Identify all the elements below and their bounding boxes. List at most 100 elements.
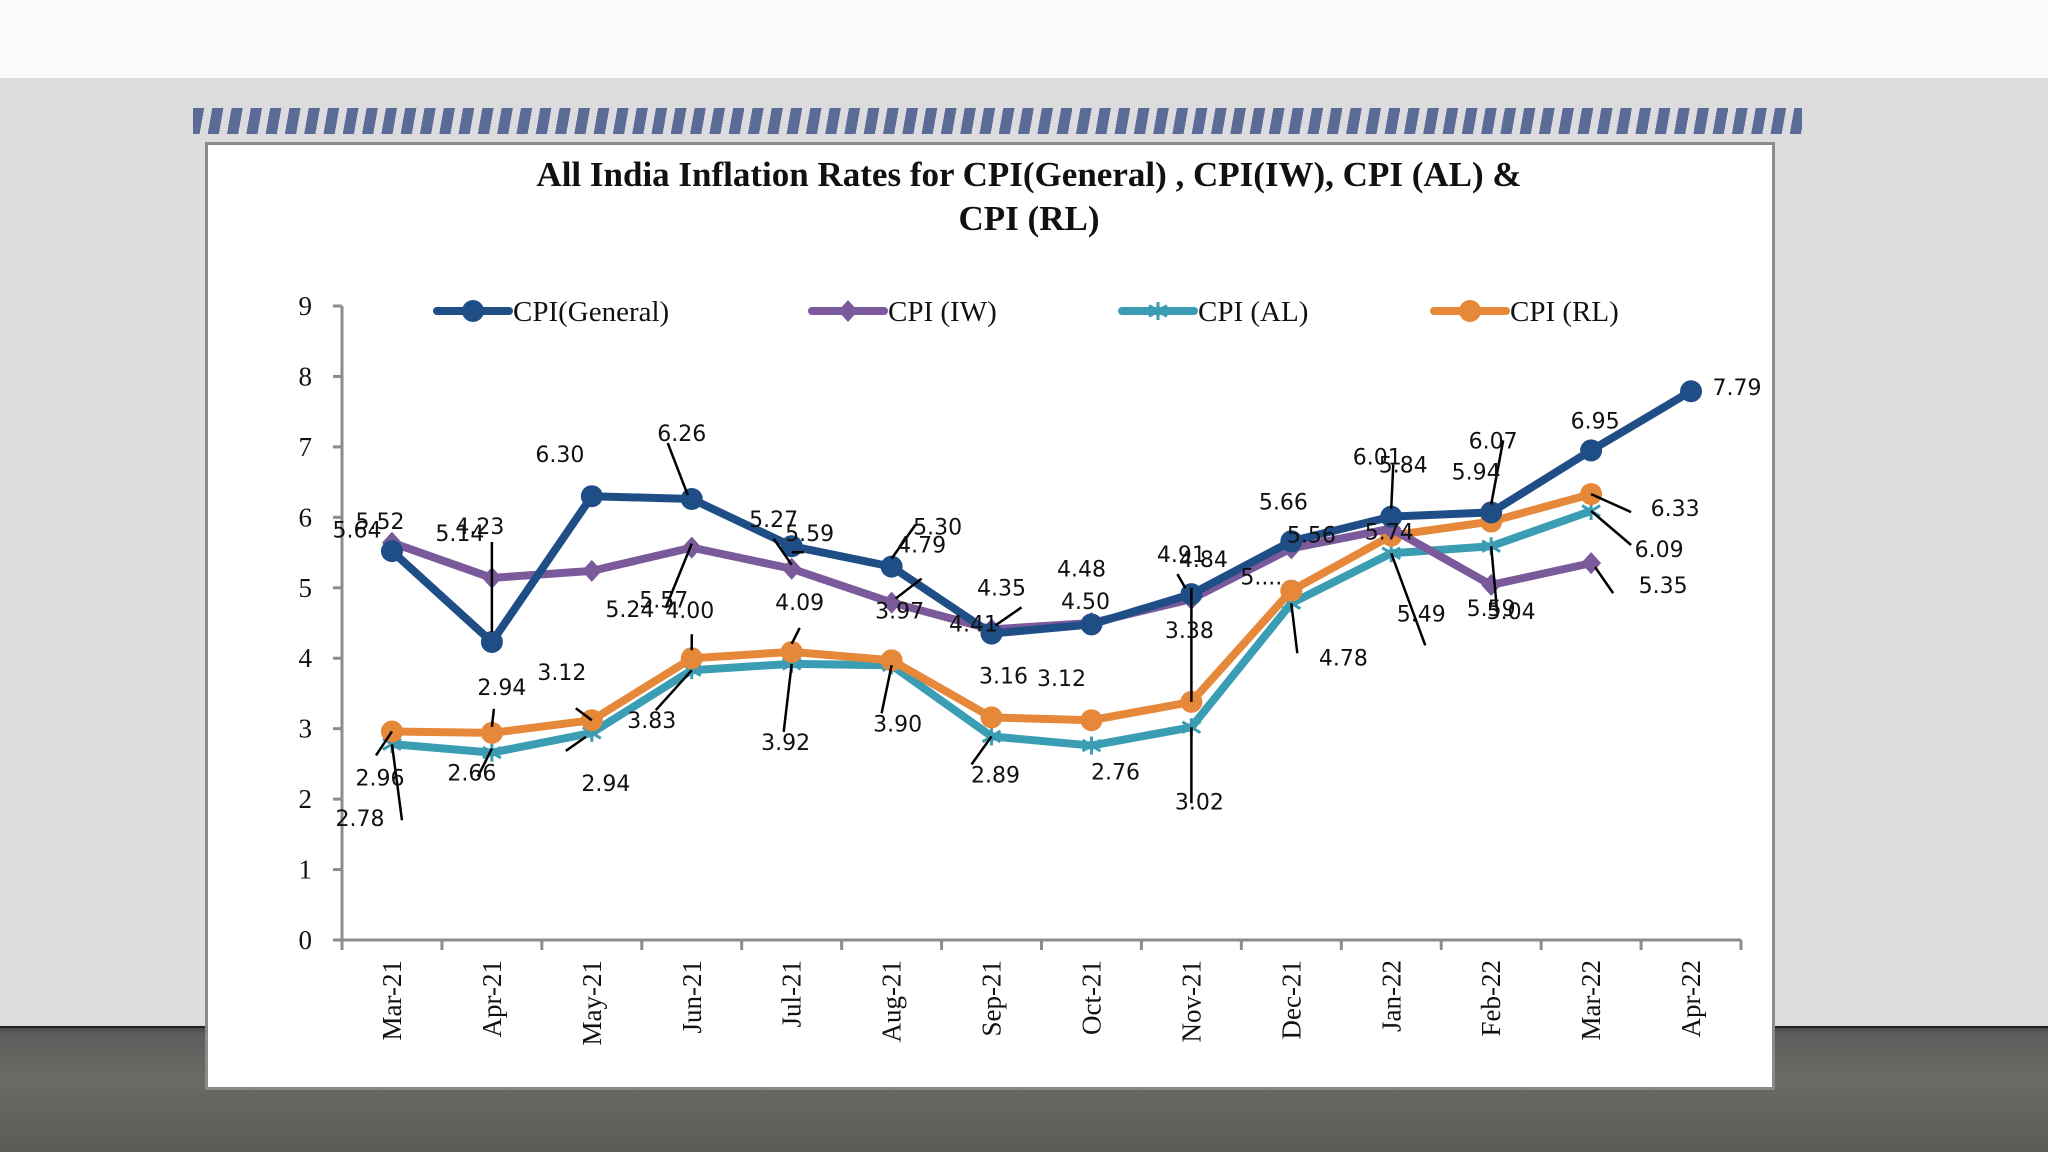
data-label: 3.92 xyxy=(761,731,810,756)
data-label: 4.23 xyxy=(455,515,504,540)
x-tick-label: Mar-21 xyxy=(377,960,407,1040)
data-point xyxy=(581,559,602,582)
data-point xyxy=(480,721,503,744)
y-tick-label: 9 xyxy=(299,291,313,321)
series-line xyxy=(389,387,1694,647)
data-label: 3.02 xyxy=(1175,790,1224,815)
data-label: 4.84 xyxy=(1179,548,1228,573)
data-point xyxy=(1480,501,1503,524)
data-point xyxy=(1081,736,1102,755)
data-label: 2.94 xyxy=(477,676,526,701)
data-point xyxy=(580,485,603,508)
data-label: 5.74 xyxy=(1365,521,1414,546)
leader-line xyxy=(1489,546,1499,613)
leader-line xyxy=(970,735,993,766)
data-label: 4.00 xyxy=(665,599,714,624)
data-point xyxy=(1280,530,1303,553)
leader-line xyxy=(1590,492,1632,514)
y-tick-label: 3 xyxy=(299,714,313,744)
data-label: 4.78 xyxy=(1319,646,1368,671)
leader-line xyxy=(1489,440,1505,505)
x-tick-label: Sep-21 xyxy=(977,960,1007,1037)
legend-item-3: CPI (RL) xyxy=(1430,296,1619,328)
data-label: 5.64 xyxy=(332,519,381,544)
legend-label: CPI (IW) xyxy=(888,296,997,328)
data-label: 5.24 xyxy=(605,598,654,623)
chart-title-line-1: All India Inflation Rates for CPI(Genera… xyxy=(536,155,1521,194)
leader-line xyxy=(575,707,593,722)
data-label: 6.09 xyxy=(1635,538,1684,563)
leader-line xyxy=(1390,552,1427,646)
y-tick-label: 8 xyxy=(299,361,313,391)
data-label: 7.79 xyxy=(1713,376,1762,401)
legend-item-2: CPI (AL) xyxy=(1118,296,1308,328)
data-point xyxy=(681,536,702,559)
x-tick-label: Apr-22 xyxy=(1676,960,1706,1037)
data-label: 4.09 xyxy=(775,591,824,616)
data-label: 6.95 xyxy=(1571,409,1620,434)
legend-item-1: CPI (IW) xyxy=(808,296,997,328)
leader-line xyxy=(374,730,394,757)
leader-line xyxy=(1390,464,1395,509)
data-point xyxy=(1280,579,1303,602)
data-label: 5.59 xyxy=(785,522,834,547)
legend-label: CPI(General) xyxy=(513,296,669,328)
y-tick-label: 0 xyxy=(299,925,313,955)
data-label: 5.56 xyxy=(1287,523,1336,548)
data-label: 5.94 xyxy=(1452,461,1501,486)
decorative-stripe-bar xyxy=(193,108,1802,134)
legend-marker xyxy=(462,300,484,322)
leader-line xyxy=(790,627,801,645)
data-label: 2.66 xyxy=(447,762,496,787)
leader-line xyxy=(654,669,693,712)
data-label: 5.49 xyxy=(1397,602,1446,627)
x-tick-label: Nov-21 xyxy=(1176,960,1206,1043)
data-point xyxy=(781,557,802,580)
leader-line xyxy=(476,748,494,778)
data-label: 5.35 xyxy=(1639,574,1688,599)
y-tick-label: 7 xyxy=(299,432,313,462)
legend-label: CPI (AL) xyxy=(1198,296,1308,328)
legend-label: CPI (RL) xyxy=(1510,296,1619,328)
leader-line xyxy=(390,744,404,821)
data-point xyxy=(1580,439,1603,462)
data-label: 4.41 xyxy=(949,612,998,637)
leader-line xyxy=(782,663,793,733)
chart-title-line-2: CPI (RL) xyxy=(959,199,1100,238)
leader-line xyxy=(894,577,923,600)
data-point xyxy=(680,488,703,511)
data-point xyxy=(980,706,1003,729)
star-marker-stroke xyxy=(1148,304,1168,318)
data-label: 5.... xyxy=(1240,566,1282,591)
data-point xyxy=(380,540,403,563)
x-tick-label: Jul-21 xyxy=(777,960,807,1028)
x-tick-label: Oct-21 xyxy=(1076,960,1106,1035)
y-tick-label: 4 xyxy=(299,643,313,673)
x-tick-label: Jan-22 xyxy=(1376,960,1406,1032)
data-point xyxy=(482,743,502,762)
x-tick-label: Jun-21 xyxy=(677,960,707,1034)
data-label: 6.01 xyxy=(1353,446,1402,471)
top-white-band xyxy=(0,0,2048,78)
data-label: 6.30 xyxy=(535,443,584,468)
leader-line xyxy=(1176,573,1187,589)
data-label: 2.94 xyxy=(581,772,630,797)
leader-line xyxy=(490,708,496,728)
leader-line xyxy=(1590,510,1632,546)
x-tick-label: Feb-22 xyxy=(1476,960,1506,1037)
leader-line xyxy=(890,523,917,560)
leader-line xyxy=(994,606,1023,627)
data-label: 5.52 xyxy=(355,510,404,535)
data-point xyxy=(780,640,803,663)
y-tick-label: 5 xyxy=(299,573,313,603)
leader-line xyxy=(565,735,587,752)
legend-marker xyxy=(1459,300,1481,322)
legend-marker xyxy=(838,300,858,322)
data-label: 5.14 xyxy=(435,522,484,547)
x-tick-label: May-21 xyxy=(577,960,607,1045)
data-point xyxy=(1080,613,1103,636)
leader-line xyxy=(772,538,793,566)
data-label: 3.12 xyxy=(1037,667,1086,692)
data-label: 6.07 xyxy=(1469,429,1518,454)
data-label: 2.89 xyxy=(971,763,1020,788)
